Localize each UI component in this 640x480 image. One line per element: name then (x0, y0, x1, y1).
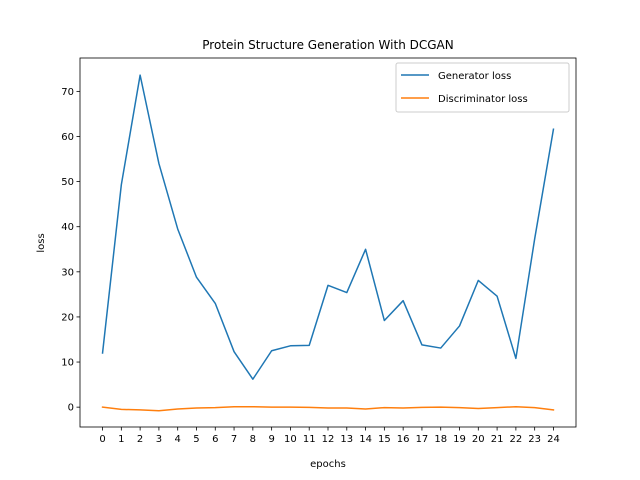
x-tick-label: 23 (528, 434, 541, 445)
x-tick-label: 20 (472, 434, 485, 445)
x-tick-label: 13 (340, 434, 353, 445)
y-tick-label: 0 (68, 403, 74, 414)
plot-lines (101, 74, 555, 412)
x-tick-label: 12 (322, 434, 335, 445)
x-tick-label: 3 (156, 434, 162, 445)
discriminator-loss-line (101, 405, 555, 412)
y-tick-label: 40 (61, 222, 74, 233)
plot-frame (79, 57, 577, 428)
x-tick-label: 16 (397, 434, 410, 445)
chart-title: Protein Structure Generation With DCGAN (202, 38, 453, 52)
y-tick-label: 30 (61, 267, 74, 278)
x-axis: 0 1 2 3 4 5 6 7 8 9 10 11 12 13 14 15 16 17 18 19 20 21 22 23 24 (99, 427, 560, 445)
x-tick-label: 17 (416, 434, 429, 445)
legend: Generator loss Discriminator loss (395, 62, 570, 113)
x-tick-label: 18 (434, 434, 447, 445)
x-tick-label: 24 (547, 434, 560, 445)
y-tick-label: 20 (61, 312, 74, 323)
legend-box (395, 62, 570, 113)
y-tick-label: 70 (61, 87, 74, 98)
y-tick-label: 60 (61, 132, 74, 143)
x-tick-label: 10 (284, 434, 297, 445)
generator-loss-line (101, 74, 555, 380)
x-tick-label: 22 (510, 434, 523, 445)
legend-label-discriminator: Discriminator loss (438, 94, 528, 105)
y-axis: 0 10 20 30 40 50 60 70 (61, 87, 80, 414)
x-tick-label: 0 (99, 434, 105, 445)
x-tick-label: 21 (491, 434, 504, 445)
x-tick-label: 7 (231, 434, 237, 445)
x-tick-label: 2 (137, 434, 143, 445)
x-tick-label: 8 (250, 434, 256, 445)
x-tick-label: 14 (359, 434, 372, 445)
y-tick-label: 10 (61, 358, 74, 369)
x-tick-label: 4 (175, 434, 181, 445)
x-tick-label: 9 (268, 434, 274, 445)
x-tick-label: 15 (378, 434, 391, 445)
y-axis-label: loss (36, 233, 47, 252)
legend-label-generator: Generator loss (438, 71, 511, 82)
x-axis-label: epochs (310, 459, 346, 470)
y-tick-label: 50 (61, 177, 74, 188)
x-tick-label: 19 (453, 434, 466, 445)
x-tick-label: 6 (212, 434, 218, 445)
x-tick-label: 11 (303, 434, 316, 445)
x-tick-label: 1 (118, 434, 124, 445)
x-tick-label: 5 (193, 434, 199, 445)
